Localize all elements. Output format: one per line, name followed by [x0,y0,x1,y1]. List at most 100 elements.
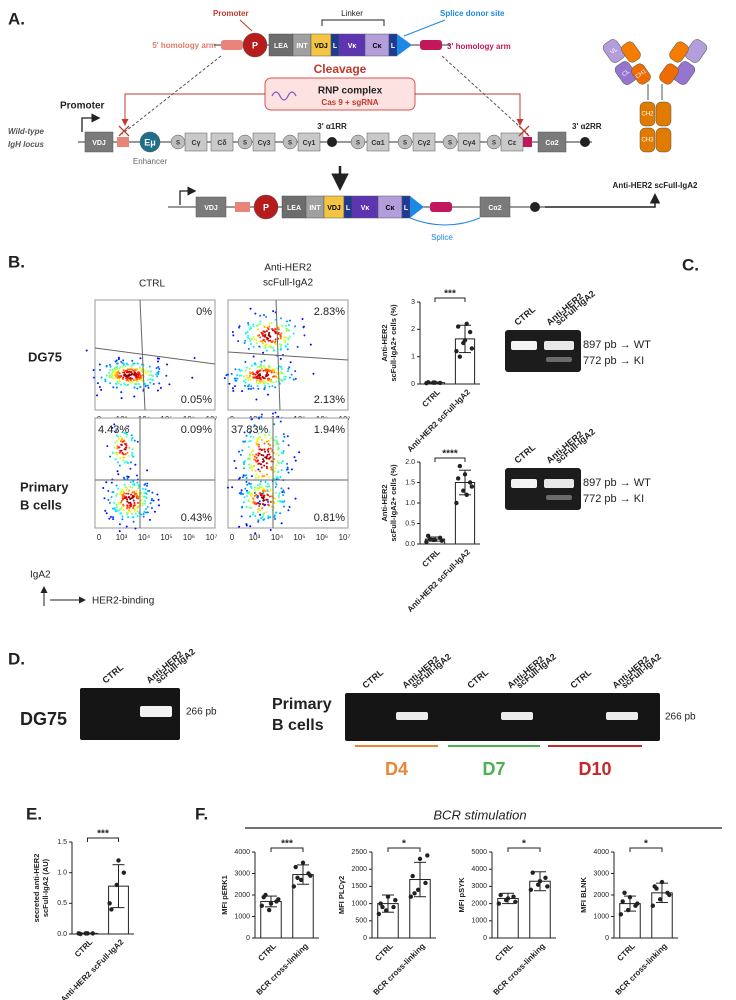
event-dot [128,368,131,371]
data-point [457,463,463,469]
event-dot [266,485,269,488]
event-dot [258,380,261,383]
event-dot [261,340,264,343]
data-point [654,886,659,891]
event-dot [247,463,250,466]
x-tick-label: 10³ [116,533,128,542]
event-dot [247,445,250,448]
event-dot [135,379,138,382]
event-dot [267,476,270,479]
event-dot [136,362,139,365]
event-dot [130,365,133,368]
event-dot [111,368,114,371]
event-dot [120,507,123,510]
event-dot [137,487,140,490]
event-dot [273,368,276,371]
event-dot [130,439,133,442]
domain [602,39,626,63]
data-point [513,899,518,905]
event-dot [111,426,114,429]
event-dot [271,329,274,332]
event-dot [126,461,129,464]
data-point [439,538,445,543]
event-dot [96,382,99,385]
homology-arm [221,40,243,50]
event-dot [262,342,265,345]
event-dot [146,484,149,487]
data-point [114,882,119,888]
event-dot [265,462,268,465]
event-dot [241,449,244,452]
data-point [417,856,423,862]
event-dot [255,375,258,378]
event-dot [126,504,129,507]
event-dot [153,510,156,513]
event-dot [267,450,270,453]
y-axis-label: MFI pSYK [457,877,466,913]
event-dot [250,475,253,478]
event-dot [259,480,262,483]
element-label: Vκ [348,43,357,50]
data-point [462,472,468,477]
y-tick-label: 4000 [471,866,487,873]
event-dot [255,398,258,401]
event-dot [102,486,105,489]
event-dot [262,454,265,457]
event-dot [243,384,246,387]
data-point [391,904,396,910]
antibody-domain [669,41,689,63]
event-dot [274,481,277,484]
data-point [467,480,473,485]
domain-label: CL [621,68,631,78]
event-dot [123,461,126,464]
event-dot [143,510,146,513]
event-dot [265,465,268,468]
event-dot [267,379,270,382]
column-header: CTRL [139,279,166,290]
flow-plot [94,417,216,533]
event-dot [140,513,143,516]
gel-band [546,495,572,500]
y-axis-label: secreted anti-HER2 [32,854,41,923]
event-dot [274,328,277,331]
y-tick-label: 5000 [471,849,487,856]
event-dot [116,367,119,370]
event-dot [274,486,277,489]
event-dot [256,384,259,387]
event-dot [131,491,134,494]
event-dot [279,512,282,515]
antibody-domain [655,101,672,127]
data-point [109,907,114,912]
event-dot [266,453,269,456]
element-label: Cε [508,140,517,147]
event-dot [122,371,125,374]
data-point [410,873,415,879]
event-dot [261,515,264,518]
event-dot [263,499,266,502]
event-dot [266,382,269,385]
event-dot [256,460,259,463]
event-dot [129,485,132,488]
data-point [461,488,466,493]
event-dot [287,367,290,370]
band-label: 897 pb → WT [583,477,651,489]
event-dot [128,370,131,373]
plot-frame [94,299,216,411]
event-dot [150,506,153,509]
event-dot [263,386,266,389]
event-dot [269,529,272,532]
event-dot [274,467,277,470]
event-dot [148,374,151,377]
event-dot [168,383,171,386]
event-dot [258,470,261,473]
data-point [116,858,121,863]
event-dot [116,445,119,448]
event-dot [108,376,111,379]
event-dot [117,382,120,385]
event-dot [248,440,251,443]
event-dot [258,334,261,337]
event-dot [108,371,111,374]
event-dot [115,506,118,509]
event-dot [259,463,262,466]
splice-curve [409,217,481,226]
